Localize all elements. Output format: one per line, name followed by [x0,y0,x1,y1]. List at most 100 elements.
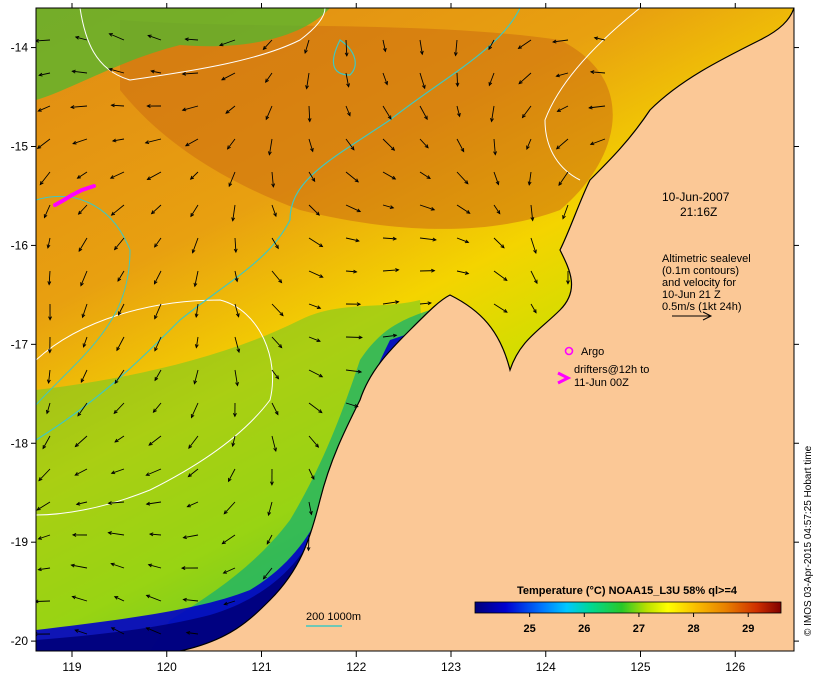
velocity-arrow [419,105,428,121]
velocity-arrow [231,204,236,222]
velocity-vectors [36,33,606,637]
velocity-arrow [558,171,569,187]
velocity-arrow [109,171,125,179]
velocity-arrow [555,72,569,78]
velocity-arrow [345,204,362,213]
velocity-arrow [107,531,125,536]
velocity-arrow [146,104,162,108]
y-tick-label: -18 [11,436,29,450]
velocity-arrow [308,402,323,414]
velocity-arrow [42,435,51,450]
isobath-line [332,39,356,76]
velocity-arrow [382,39,387,53]
velocity-arrow [190,402,199,419]
velocity-arrow [308,270,324,278]
velocity-arrow [530,237,537,254]
velocity-arrow [345,72,350,88]
sealevel-contour [79,8,326,81]
x-tick-label: 126 [725,660,745,674]
y-tick-label: -15 [11,139,29,153]
velocity-arrow [271,204,277,218]
velocity-arrow [77,402,88,417]
velocity-arrow [419,237,437,242]
drifters-legend-line: drifters@12h to [574,364,649,376]
velocity-arrow [225,105,236,114]
velocity-arrow [227,468,236,483]
velocity-arrow [181,105,199,112]
velocity-arrow [110,468,125,475]
velocity-arrow [154,336,162,352]
velocity-arrow [110,204,125,216]
velocity-arrow [108,67,125,74]
velocity-arrow [267,501,273,517]
velocity-arrow [181,71,199,76]
velocity-arrow [304,39,310,55]
velocity-arrow [81,303,88,319]
velocity-arrow [345,369,363,374]
velocity-arrow [38,72,51,77]
velocity-arrow [75,501,88,506]
velocity-arrow [36,599,51,604]
velocity-arrow [493,204,501,215]
velocity-arrow [146,171,162,180]
velocity-arrow [154,369,162,382]
sealevel-contour [36,299,274,516]
velocity-arrow [265,105,273,121]
velocity-arrow [43,204,51,219]
velocity-arrow [152,402,162,413]
velocity-arrow [453,39,458,57]
velocity-arrow [234,303,240,318]
velocity-arrow [271,336,283,349]
velocity-arrow [228,171,236,188]
velocity-arrow [456,171,469,185]
isobath-legend-label: 200 1000m [306,611,361,623]
y-tick-label: -20 [11,634,29,648]
velocity-arrow [114,369,125,385]
velocity-arrow [382,300,400,305]
time-label: 21:16Z [680,205,717,219]
argo-marker [564,346,574,356]
velocity-arrow [70,563,88,569]
velocity-arrow [307,105,312,123]
velocity-arrow [194,303,199,319]
velocity-arrow [493,270,508,282]
cool-water-patch [36,8,330,100]
velocity-arrow [107,501,125,505]
velocity-arrow [530,270,538,285]
velocity-arrow [76,171,88,179]
velocity-arrow [552,39,569,44]
velocity-arrow [117,303,125,316]
velocity-arrow [270,468,274,486]
velocity-arrow [145,468,162,476]
velocity-arrow [114,435,125,443]
velocity-arrow [74,35,88,41]
date-label: 10-Jun-2007 [662,190,730,204]
velocity-arrow [345,105,351,117]
colorbar-tick-label: 27 [633,623,645,635]
velocity-arrow [490,105,495,123]
velocity-arrow [419,72,426,90]
velocity-arrow [456,138,465,153]
colorbar-tick-label: 28 [687,623,699,635]
velocity-arrow [71,595,88,602]
velocity-arrow [589,138,606,146]
velocity-arrow [113,596,125,602]
velocity-arrow [145,594,162,602]
velocity-arrow [455,72,460,88]
velocity-arrow [271,435,277,453]
y-tick-label: -17 [11,337,29,351]
velocity-arrow [345,269,358,274]
velocity-arrow [71,69,88,74]
velocity-arrow [488,39,495,51]
velocity-arrow [382,171,397,180]
velocity-arrow [48,303,52,321]
altimetry-note-line: (0.1m contours) [662,265,739,277]
velocity-arrow [589,70,606,74]
velocity-arrow [36,501,51,511]
velocity-arrow [493,303,508,313]
velocity-arrow [419,39,424,56]
drifter-legend-symbol [557,371,572,385]
velocity-arrow [74,468,88,476]
velocity-arrow [493,138,497,156]
